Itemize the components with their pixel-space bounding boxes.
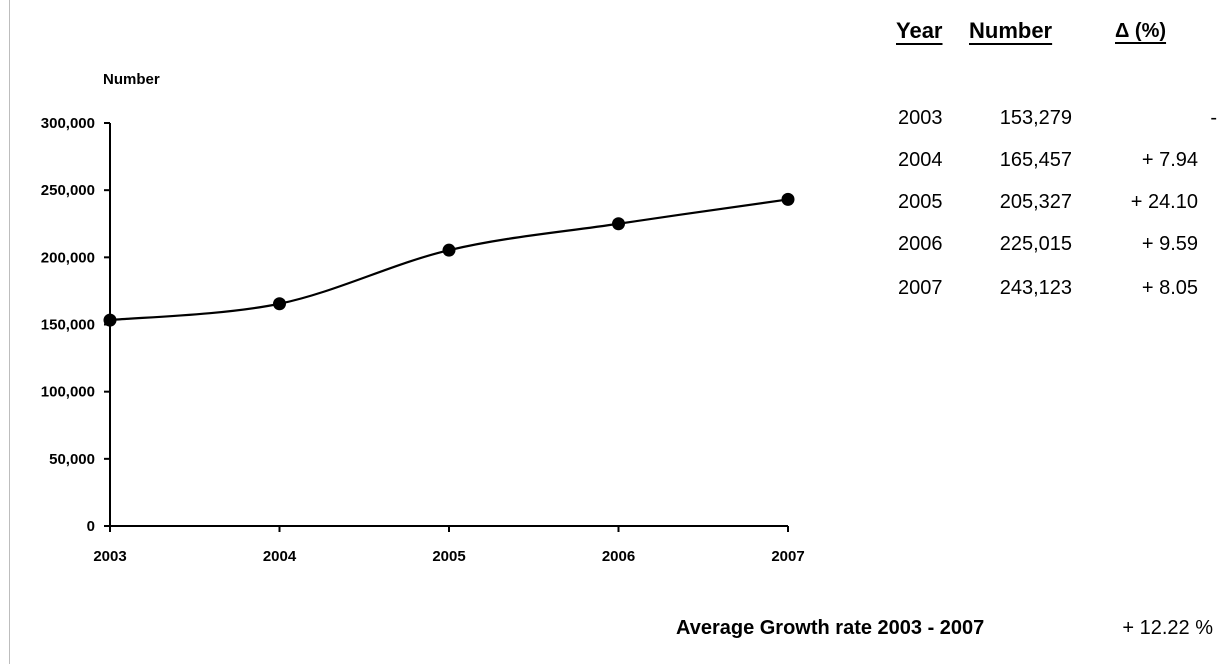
table-row: 2007 243,123 + 8.05 [880,277,1219,319]
cell-year: 2006 [898,233,943,255]
y-tick-label: 150,000 [41,317,95,334]
left-border-rule [9,0,10,664]
data-point [273,297,286,311]
x-tick-label: 2005 [432,548,465,565]
table-row: 2006 225,015 + 9.59 [880,233,1219,275]
cell-number: 153,279 [999,107,1072,129]
y-tick-label: 0 [87,518,95,535]
cell-year: 2007 [898,277,943,299]
cell-year: 2005 [898,191,943,213]
cell-delta: - [1210,107,1217,129]
y-tick-labels: 0 50,000 100,000 150,000 200,000 250,000 300,0… [41,115,95,535]
table-row: 2005 205,327 + 24.10 [880,191,1219,233]
y-tick-label: 250,000 [41,182,95,199]
data-point [442,243,456,257]
average-growth-value: + 12.22 % [1122,617,1213,639]
y-axis-label: Number [103,71,160,88]
y-tick-label: 50,000 [49,451,95,468]
header-year: Year [896,18,943,43]
cell-year: 2003 [898,107,943,129]
y-tick-label: 200,000 [41,249,95,266]
cell-number: 243,123 [999,277,1072,299]
cell-delta: + 8.05 [1141,277,1198,299]
cell-year: 2004 [898,149,943,171]
x-tick-label: 2003 [93,548,126,565]
data-point [781,192,795,206]
data-table: Year Number Δ (%) 2003 153,279 - 2004 16… [880,0,1219,310]
data-point [103,313,117,327]
y-tick-label: 100,000 [41,384,95,401]
x-tick-labels: 2003 2004 2005 2006 2007 [93,548,804,565]
cell-number: 225,015 [999,233,1072,255]
header-delta: Δ (%) [1115,20,1167,42]
header-number: Number [969,18,1053,43]
x-tick-label: 2006 [602,548,635,565]
table-row: 2004 165,457 + 7.94 [880,149,1219,191]
data-point [612,217,625,231]
average-growth-label: Average Growth rate 2003 - 2007 [676,617,985,639]
x-tick-label: 2007 [771,548,804,565]
line-chart: Number 0 50,000 100,000 150,000 200,000 250,0… [41,71,805,565]
cell-number: 165,457 [999,149,1072,171]
table-row: 2003 153,279 - [880,107,1219,149]
data-points [103,192,795,327]
series-line [109,198,789,322]
x-tick-label: 2004 [263,548,297,565]
cell-delta: + 7.94 [1141,149,1198,171]
cell-delta: + 24.10 [1130,191,1198,213]
cell-delta: + 9.59 [1141,233,1198,255]
chart-axes [104,122,789,532]
y-tick-label: 300,000 [41,115,95,132]
cell-number: 205,327 [999,191,1072,213]
